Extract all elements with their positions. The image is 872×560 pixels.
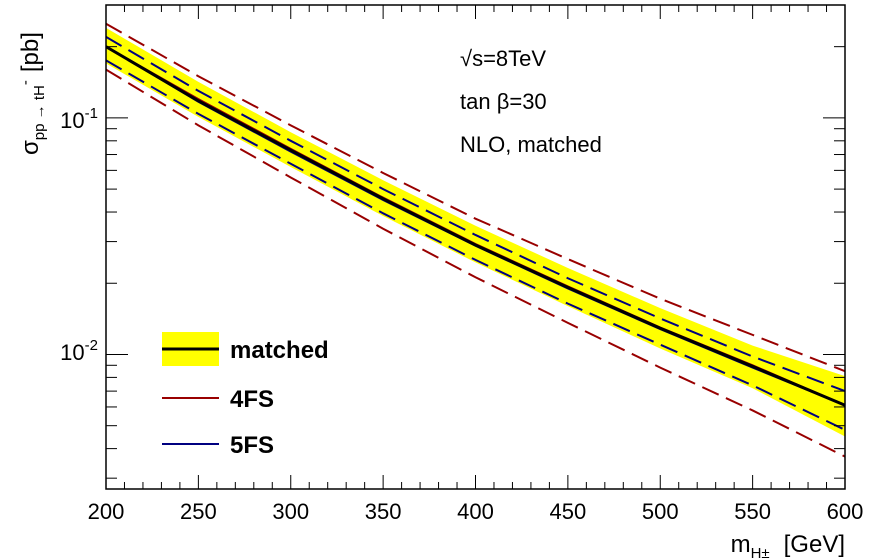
x-tick-label: 400 xyxy=(457,499,494,524)
line-4fs-down xyxy=(106,68,845,458)
line-4fs-up xyxy=(106,22,845,373)
x-tick-label: 350 xyxy=(365,499,402,524)
line-5fs-up xyxy=(106,36,845,393)
x-tick-label: 200 xyxy=(88,499,125,524)
annotation-order: NLO, matched xyxy=(460,132,602,157)
x-tick-label: 550 xyxy=(734,499,771,524)
line-5fs-down xyxy=(106,59,845,431)
matched-band xyxy=(106,27,845,437)
y-tick-label-0.1: 10-1 xyxy=(60,105,98,133)
y-ticks xyxy=(106,46,845,479)
line-matched-central xyxy=(106,45,845,407)
y-axis-title: σpp → tH-[pb] xyxy=(17,32,48,155)
series-lines xyxy=(106,22,845,458)
legend-label-5fs: 5FS xyxy=(230,432,274,459)
y-tick-label-0.01: 10-2 xyxy=(60,337,98,365)
x-ticks: 200 250 300 350 400 450 500 550 600 xyxy=(88,5,864,524)
annotation-energy: √s=8TeV xyxy=(460,46,546,71)
x-tick-label: 300 xyxy=(272,499,309,524)
legend-label-matched: matched xyxy=(230,337,329,364)
legend-label-4fs: 4FS xyxy=(230,386,274,413)
matched-band-area xyxy=(106,27,845,437)
x-tick-label: 250 xyxy=(180,499,217,524)
x-tick-label: 450 xyxy=(550,499,587,524)
annotation-tanbeta: tan β=30 xyxy=(460,89,547,114)
x-axis-title: mH± [GeV] xyxy=(731,531,845,560)
x-tick-label: 500 xyxy=(642,499,679,524)
legend: matched 4FS 5FS xyxy=(162,332,329,459)
x-tick-label: 600 xyxy=(827,499,864,524)
